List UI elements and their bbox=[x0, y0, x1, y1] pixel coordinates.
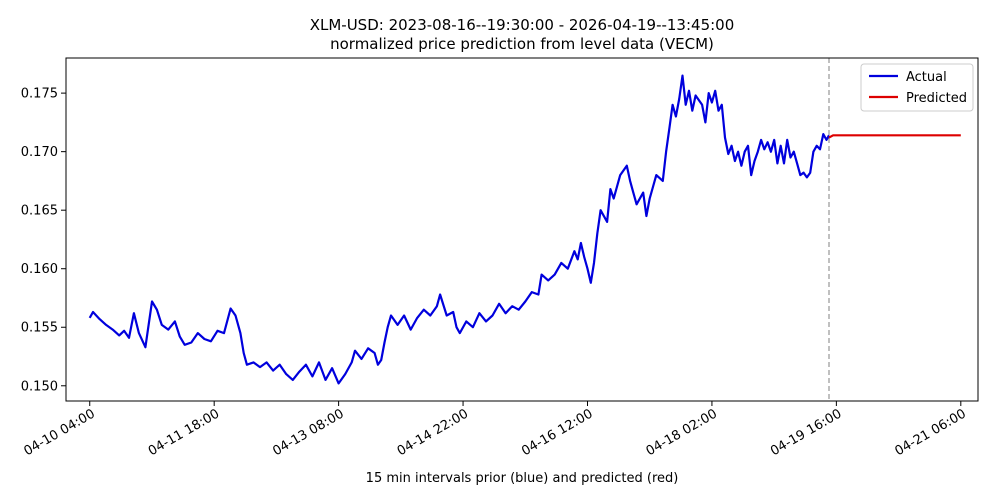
plot-area bbox=[88, 58, 961, 401]
legend-label-actual: Actual bbox=[906, 70, 947, 85]
y-axis: 0.150 0.155 0.160 0.165 0.170 0.175 bbox=[21, 87, 66, 394]
series-line-actual bbox=[88, 74, 830, 385]
y-tick-label: 0.160 bbox=[21, 262, 58, 277]
plot-frame bbox=[65, 57, 979, 402]
legend: Actual Predicted bbox=[860, 63, 974, 112]
y-tick-label: 0.150 bbox=[21, 379, 58, 394]
chart-title: XLM-USD: 2023-08-16--19:30:00 - 2026-04-… bbox=[310, 16, 735, 34]
y-tick-label: 0.155 bbox=[21, 321, 58, 336]
y-tick-label: 0.165 bbox=[21, 204, 58, 219]
series-line-predicted bbox=[828, 134, 961, 139]
y-tick-label: 0.170 bbox=[21, 145, 58, 160]
x-axis-label: 15 min intervals prior (blue) and predic… bbox=[366, 471, 679, 486]
y-tick-label: 0.175 bbox=[21, 87, 58, 102]
legend-label-predicted: Predicted bbox=[906, 91, 967, 106]
chart-subtitle: normalized price prediction from level d… bbox=[330, 35, 714, 53]
